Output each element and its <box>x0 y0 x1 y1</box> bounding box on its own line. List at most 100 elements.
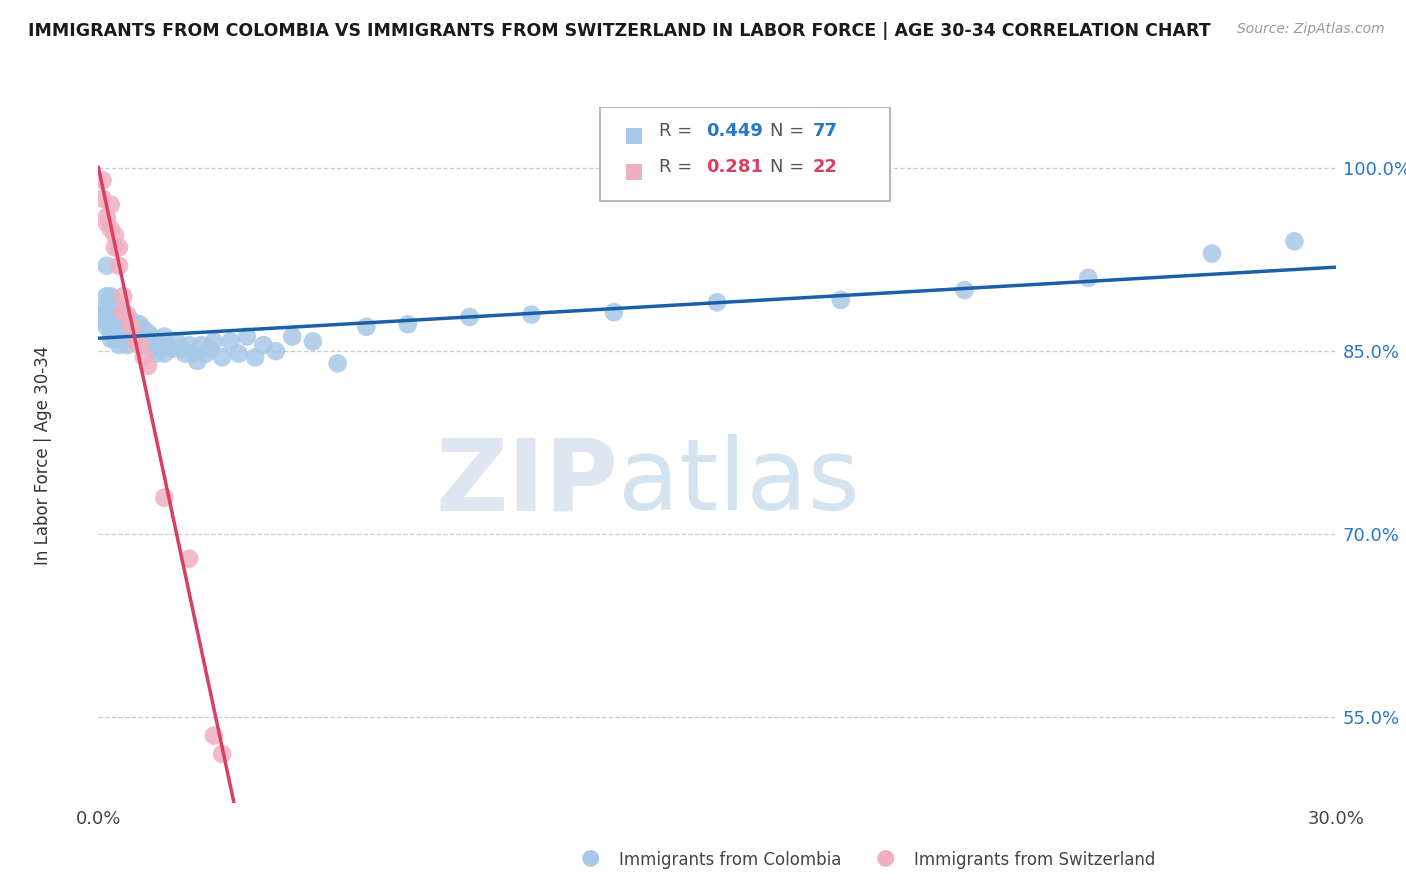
Text: ZIP: ZIP <box>436 434 619 532</box>
Point <box>145 346 167 360</box>
Point <box>194 346 217 360</box>
Point <box>181 346 204 360</box>
Point <box>100 313 122 327</box>
Point <box>124 319 146 334</box>
Point <box>100 289 122 303</box>
Point <box>136 359 159 373</box>
Point <box>953 283 976 297</box>
Point <box>136 326 159 340</box>
Point <box>117 308 139 322</box>
Point <box>104 332 127 346</box>
Point <box>100 197 122 211</box>
Point <box>104 313 127 327</box>
Text: Source: ZipAtlas.com: Source: ZipAtlas.com <box>1237 22 1385 37</box>
Point <box>149 338 172 352</box>
Point <box>157 338 180 352</box>
Point <box>96 216 118 230</box>
Point <box>190 338 212 352</box>
Point <box>458 310 481 324</box>
Text: 0.449: 0.449 <box>706 121 763 140</box>
Text: N =: N = <box>770 121 815 140</box>
Point <box>153 329 176 343</box>
Point <box>128 338 150 352</box>
Point <box>124 334 146 349</box>
Point <box>1201 246 1223 260</box>
Point <box>603 305 626 319</box>
Point <box>104 319 127 334</box>
Point <box>120 313 142 327</box>
Point <box>117 329 139 343</box>
Point <box>96 313 118 327</box>
Text: 22: 22 <box>813 159 838 177</box>
Point <box>141 342 163 356</box>
Point <box>91 313 114 327</box>
Point <box>96 319 118 334</box>
Text: Immigrants from Colombia: Immigrants from Colombia <box>619 851 841 869</box>
Point <box>91 173 114 187</box>
Point <box>112 308 135 322</box>
Point <box>198 342 221 356</box>
Text: ●: ● <box>876 847 896 867</box>
Point <box>100 326 122 340</box>
Point <box>179 338 201 352</box>
Point <box>120 329 142 343</box>
Point <box>96 289 118 303</box>
Point <box>108 259 131 273</box>
Point <box>706 295 728 310</box>
Text: IMMIGRANTS FROM COLOMBIA VS IMMIGRANTS FROM SWITZERLAND IN LABOR FORCE | AGE 30-: IMMIGRANTS FROM COLOMBIA VS IMMIGRANTS F… <box>28 22 1211 40</box>
Point <box>166 334 188 349</box>
Point <box>236 329 259 343</box>
Point <box>162 342 184 356</box>
Point <box>112 332 135 346</box>
Text: atlas: atlas <box>619 434 859 532</box>
Point <box>91 308 114 322</box>
Point <box>326 356 349 370</box>
Point <box>356 319 378 334</box>
Point <box>128 318 150 332</box>
Point <box>104 228 127 243</box>
Point <box>132 334 155 349</box>
Point <box>1284 235 1306 249</box>
Point <box>202 334 225 349</box>
Point <box>141 329 163 343</box>
Point <box>186 354 208 368</box>
Point <box>112 305 135 319</box>
Point <box>124 334 146 349</box>
Point <box>228 346 250 360</box>
Point <box>243 351 266 365</box>
Point <box>112 289 135 303</box>
Point <box>830 293 852 307</box>
Point <box>104 240 127 254</box>
Point <box>136 338 159 352</box>
Point <box>153 491 176 505</box>
Point <box>128 329 150 343</box>
Point <box>145 334 167 349</box>
Point <box>108 319 131 334</box>
Point <box>117 310 139 324</box>
Point <box>179 551 201 566</box>
Point <box>100 332 122 346</box>
Point <box>128 338 150 352</box>
Point <box>108 326 131 340</box>
Point <box>108 240 131 254</box>
FancyBboxPatch shape <box>599 107 890 201</box>
Point <box>174 346 197 360</box>
Text: Immigrants from Switzerland: Immigrants from Switzerland <box>914 851 1156 869</box>
Point <box>91 301 114 316</box>
Point <box>91 192 114 206</box>
Point <box>520 308 543 322</box>
Point <box>96 210 118 224</box>
Point <box>132 322 155 336</box>
Text: 77: 77 <box>813 121 838 140</box>
Point <box>100 222 122 236</box>
Point <box>1077 271 1099 285</box>
Point <box>170 342 193 356</box>
Point <box>112 319 135 334</box>
Point <box>108 308 131 322</box>
Point <box>281 329 304 343</box>
Text: 0.281: 0.281 <box>706 159 763 177</box>
Point <box>211 747 233 761</box>
Point <box>117 338 139 352</box>
Text: In Labor Force | Age 30-34: In Labor Force | Age 30-34 <box>34 345 52 565</box>
Point <box>96 259 118 273</box>
